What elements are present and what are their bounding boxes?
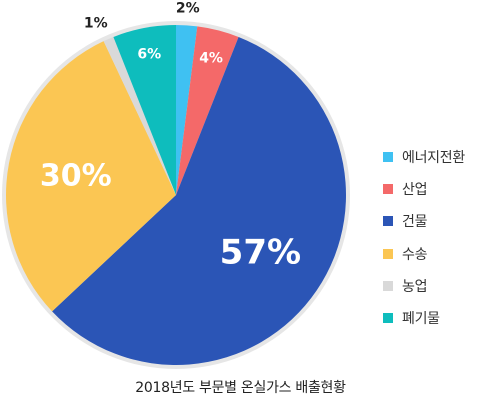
pie-slice bbox=[176, 25, 198, 195]
pie-slice bbox=[113, 25, 176, 195]
slice-value-label: 6% bbox=[137, 47, 161, 63]
pie-slice bbox=[103, 36, 176, 196]
slice-value-label: 4% bbox=[199, 50, 223, 66]
legend-label: 폐기물 bbox=[402, 311, 440, 328]
pie-slice bbox=[52, 36, 347, 365]
slice-value-label: 2% bbox=[176, 0, 200, 16]
legend-item: 폐기물 bbox=[383, 302, 479, 334]
legend-item: 산업 bbox=[383, 173, 479, 205]
slice-value-label: 1% bbox=[84, 15, 108, 31]
legend-item: 농업 bbox=[383, 270, 479, 302]
legend-swatch bbox=[383, 313, 393, 324]
legend-label: 농업 bbox=[402, 278, 428, 295]
legend-swatch bbox=[383, 216, 393, 227]
legend-item: 수송 bbox=[383, 238, 479, 270]
legend-label: 에너지전환 bbox=[402, 150, 465, 167]
chart-title: 2018년도 부문별 온실가스 배출현황 bbox=[135, 380, 346, 396]
legend-item: 건물 bbox=[383, 205, 479, 237]
pie-slice bbox=[176, 26, 239, 195]
legend-item: 에너지전환 bbox=[383, 141, 479, 173]
legend-label: 산업 bbox=[402, 182, 428, 199]
slice-value-label: 30% bbox=[40, 158, 112, 193]
legend-label: 건물 bbox=[402, 214, 428, 231]
legend-swatch bbox=[383, 152, 393, 163]
legend-swatch bbox=[383, 248, 393, 259]
pie-slices bbox=[5, 25, 347, 365]
slice-value-label: 57% bbox=[220, 232, 301, 272]
legend-swatch bbox=[383, 184, 393, 195]
legend-swatch bbox=[383, 280, 393, 291]
pie-value-labels: 2% 4% 57% 30% 1% 6% bbox=[40, 0, 301, 272]
legend-label: 수송 bbox=[402, 246, 428, 263]
pie-slice bbox=[5, 41, 176, 312]
